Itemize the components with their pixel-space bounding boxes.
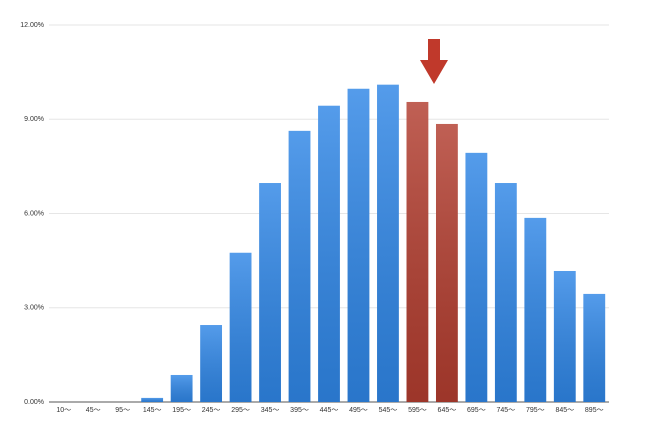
y-tick-label: 3.00%: [24, 305, 44, 312]
x-tick-label: 645〜: [438, 407, 457, 414]
bar-shade: [347, 88, 370, 403]
bar-shade: [377, 84, 399, 403]
plot-area: 0.00% 3.00% 6.00% 9.00% 12.00% 10〜 45〜 95〜 145〜 1…: [20, 22, 609, 414]
x-tick-label: 95〜: [115, 407, 130, 414]
bar-shade: [583, 293, 606, 402]
y-tick-label: 12.00%: [20, 22, 44, 29]
x-tick-label: 195〜: [172, 407, 191, 414]
x-tick-label: 845〜: [555, 407, 574, 414]
x-tick-label: 245〜: [202, 407, 221, 414]
bar-shade: [200, 325, 223, 402]
bar-shade: [406, 101, 429, 403]
y-tick-label: 9.00%: [24, 116, 44, 123]
x-tick-label: 10〜: [56, 407, 71, 414]
x-tick-label: 495〜: [349, 407, 368, 414]
bar-shade: [435, 123, 458, 403]
bar-shade: [229, 252, 252, 402]
x-tick-label: 295〜: [231, 407, 250, 414]
bar-shade: [141, 397, 164, 402]
x-tick-label: 445〜: [320, 407, 339, 414]
x-tick-label: 45〜: [86, 407, 101, 414]
bar-shade: [170, 374, 193, 402]
bar-shade: [259, 183, 281, 402]
y-tick-label: 6.00%: [24, 210, 44, 217]
x-tick-label: 695〜: [467, 407, 486, 414]
x-tick-label: 795〜: [526, 407, 545, 414]
bar-shade: [318, 105, 340, 402]
highlight-arrow: [420, 39, 448, 84]
x-tick-label: 745〜: [496, 407, 515, 414]
bar-shade: [288, 130, 311, 403]
bar-shade: [524, 217, 547, 402]
bar-shade: [553, 270, 576, 402]
y-tick-label: 0.00%: [24, 399, 44, 406]
x-tick-label: 395〜: [290, 407, 309, 414]
x-tick-label: 345〜: [261, 407, 280, 414]
x-tick-label: 595〜: [408, 407, 427, 414]
x-tick-label: 545〜: [379, 407, 398, 414]
x-tick-label: 895〜: [585, 407, 604, 414]
x-tick-label: 145〜: [143, 407, 162, 414]
bar-shade: [494, 183, 517, 402]
bar-shade: [465, 152, 488, 402]
